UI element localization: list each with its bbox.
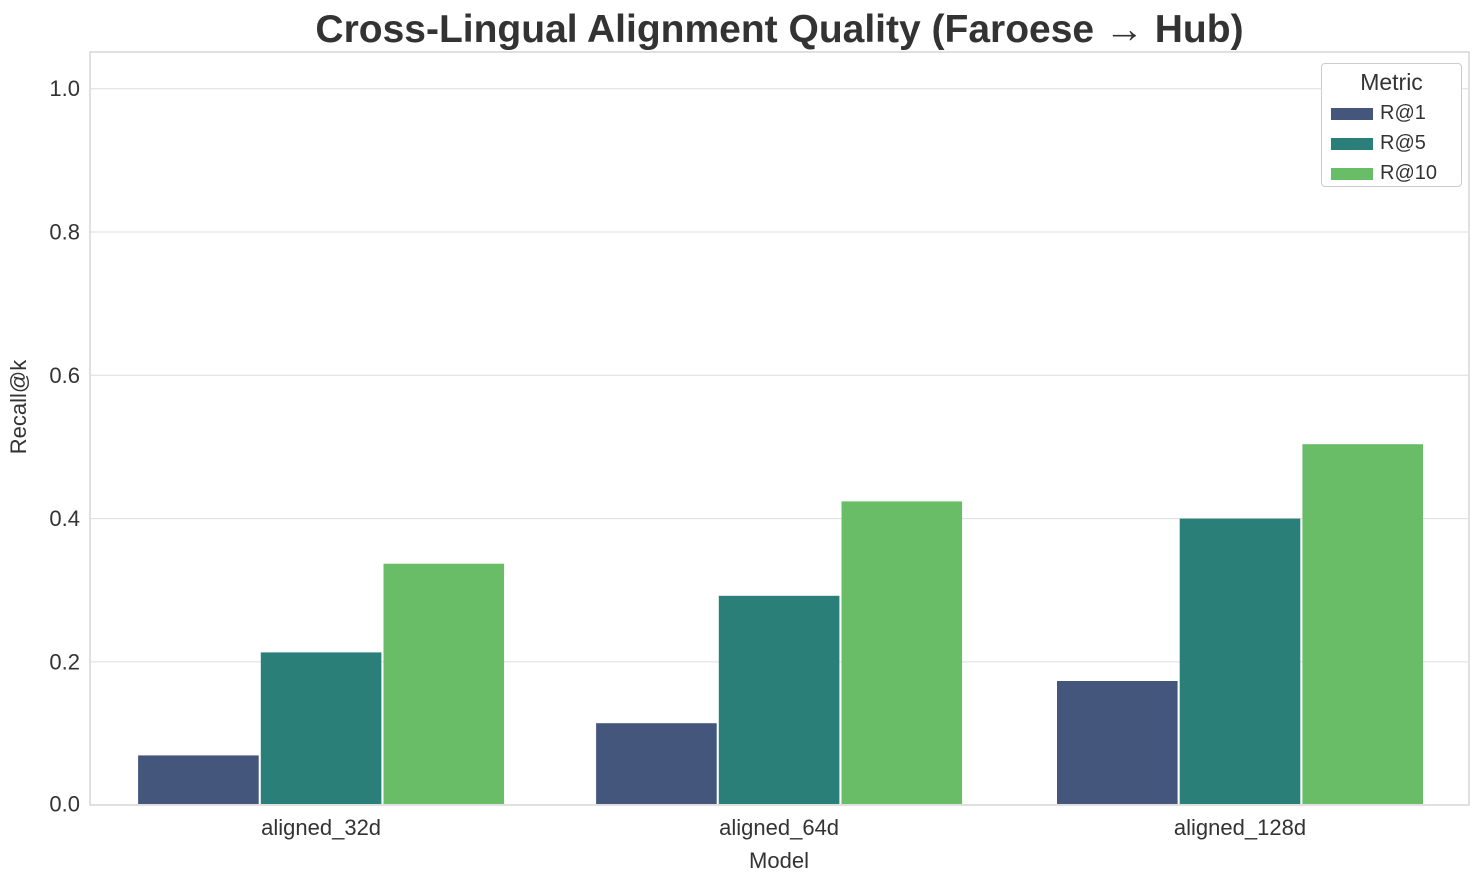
svg-text:1.0: 1.0 <box>49 76 80 101</box>
svg-text:aligned_128d: aligned_128d <box>1174 815 1306 840</box>
svg-text:Model: Model <box>749 848 809 873</box>
svg-text:aligned_64d: aligned_64d <box>719 815 839 840</box>
svg-text:0.0: 0.0 <box>49 792 80 817</box>
svg-text:0.4: 0.4 <box>49 506 80 531</box>
svg-text:0.6: 0.6 <box>49 363 80 388</box>
svg-text:aligned_32d: aligned_32d <box>261 815 381 840</box>
svg-text:0.2: 0.2 <box>49 649 80 674</box>
svg-text:Recall@k: Recall@k <box>6 359 31 454</box>
svg-text:0.8: 0.8 <box>49 220 80 245</box>
